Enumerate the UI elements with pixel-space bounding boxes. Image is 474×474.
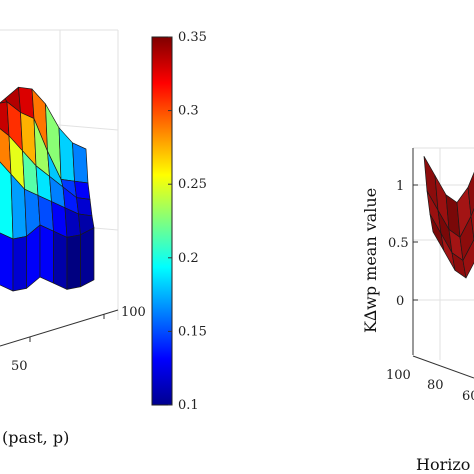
left-x-axis-title: (past, p) (2, 428, 69, 447)
surface-front-wall (80, 227, 95, 288)
surface-patch (72, 142, 89, 184)
right-z-tick-label: 0 (396, 294, 404, 309)
surface-patch (470, 208, 474, 240)
colorbar-gradient (151, 36, 173, 406)
right-surface-plot: 1 0.5 0 K∆wp mean value 100 80 60 Horizo (361, 147, 474, 474)
colorbar: 0.1 0.15 0.2 0.25 0.3 0.35 (151, 30, 207, 413)
right-x-axis-title: Horizo (416, 455, 470, 474)
surface-front-wall (66, 234, 81, 290)
surface-patch (76, 197, 93, 217)
right-z-axis-title: K∆wp mean value (361, 188, 380, 333)
left-x-tick-label: 50 (11, 359, 28, 374)
right-surface-mesh (423, 155, 474, 279)
left-surface-mesh (0, 86, 95, 292)
right-axes: 1 0.5 0 K∆wp mean value 100 80 60 Horizo (361, 148, 474, 474)
surface-patch (459, 215, 474, 261)
right-x-tick-label: 60 (462, 389, 474, 404)
right-z-tick-label: 0.5 (388, 236, 409, 251)
colorbar-tick-label: 0.25 (178, 177, 207, 192)
surface-front-wall (0, 232, 14, 292)
surface-front-wall (26, 224, 41, 289)
colorbar-tick-label: 0.3 (178, 104, 199, 119)
right-x-tick-label: 80 (427, 378, 444, 393)
surface-front-wall (53, 230, 68, 290)
surface-front-wall (12, 236, 27, 292)
surface-front-wall (39, 224, 54, 284)
right-x-tick-label: 100 (386, 368, 411, 383)
surface-patch (74, 180, 91, 200)
surface-patch (467, 171, 474, 217)
left-x-tick-label: 100 (121, 305, 146, 320)
surface-patch (462, 239, 474, 279)
left-surface-plot: 50 100 (past, p) (0, 29, 146, 447)
left-axes: 50 100 (past, p) (0, 305, 146, 447)
colorbar-tick-label: 0.15 (178, 324, 207, 339)
surface-patch (58, 127, 75, 182)
colorbar-ticks: 0.1 0.15 0.2 0.25 0.3 0.35 (168, 30, 207, 413)
left-x-axis-line (0, 309, 119, 347)
right-z-tick-label: 1 (396, 179, 404, 194)
colorbar-tick-label: 0.1 (178, 398, 199, 413)
colorbar-tick-label: 0.35 (178, 30, 207, 45)
right-x-axis-line (412, 355, 474, 379)
colorbar-tick-label: 0.2 (178, 251, 199, 266)
